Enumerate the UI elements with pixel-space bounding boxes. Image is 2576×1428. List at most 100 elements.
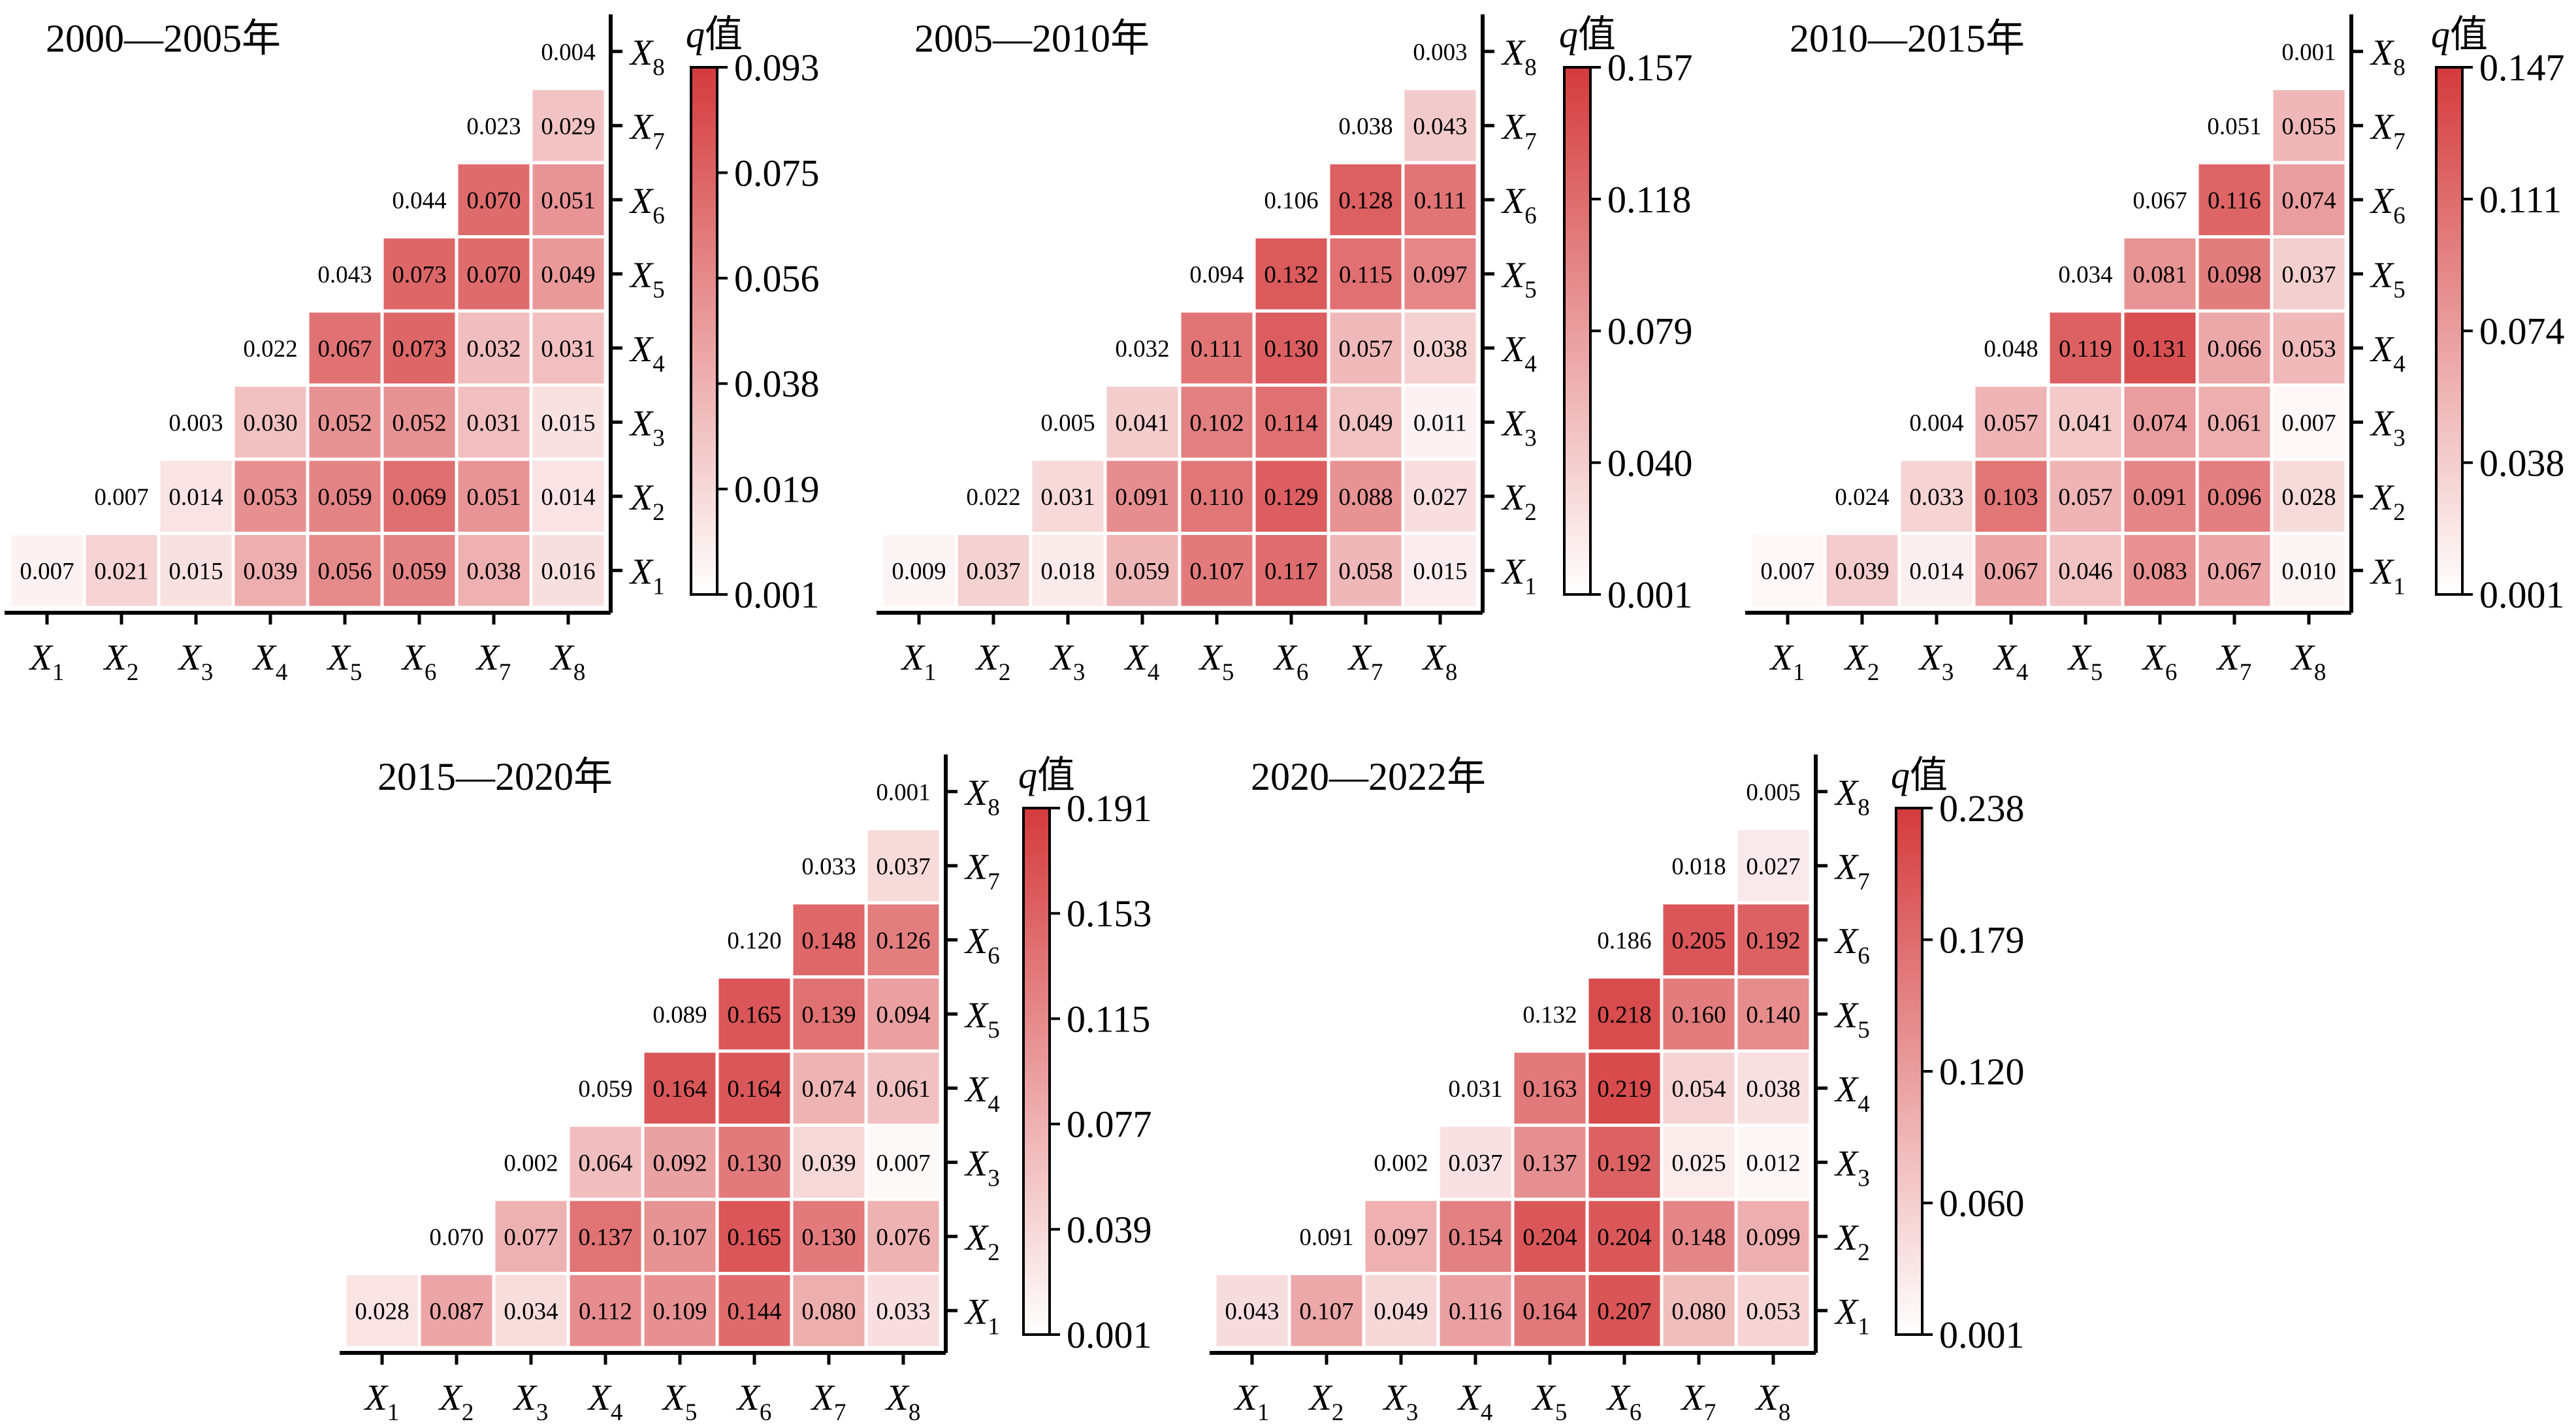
cell-value-label: 0.074: [2133, 410, 2187, 436]
cell-value-label: 0.056: [317, 558, 372, 585]
heatmap-cell: [2195, 383, 2274, 461]
y-tick-label: X6: [1834, 921, 1870, 969]
cell-value-label: 0.031: [541, 336, 595, 363]
colorbar-tick-label: 0.093: [734, 46, 820, 89]
cell-value-label: 0.032: [466, 336, 521, 363]
cell-value-label: 0.130: [1264, 336, 1318, 363]
cell-value-label: 0.116: [2208, 187, 2261, 214]
colorbar-tick-label: 0.179: [1939, 919, 2025, 962]
heatmap-cell: [1178, 383, 1256, 461]
heatmap-cell: [641, 1049, 719, 1127]
y-tick-label: X6: [2370, 181, 2406, 229]
y-tick-label: X1: [1834, 1291, 1870, 1340]
x-tick-label: X1: [29, 638, 65, 686]
y-tick-label: X2: [2370, 478, 2406, 526]
cell-value-label: 0.081: [2133, 261, 2187, 288]
cell-value-label: 0.117: [1264, 558, 1318, 585]
panel-title: 2015—2020年: [378, 755, 613, 798]
cell-value-label: 0.154: [1448, 1224, 1502, 1251]
cell-value-label: 0.120: [727, 928, 781, 954]
colorbar-title: q值: [686, 13, 743, 56]
heatmap-cell: [1897, 532, 1976, 609]
heatmap-cell: [306, 457, 384, 535]
heatmap-cell: [231, 383, 310, 461]
cell-value-label: 0.164: [1522, 1298, 1577, 1325]
cell-value-label: 0.053: [243, 484, 297, 511]
cell-value-label: 0.192: [1746, 928, 1800, 954]
cell-value-label: 0.067: [1984, 558, 2038, 585]
x-tick-label: X3: [1050, 638, 1086, 686]
cell-value-label: 0.094: [1189, 261, 1244, 288]
cell-value-label: 0.144: [727, 1298, 781, 1325]
x-tick-label: X4: [252, 638, 288, 686]
heatmap-cell: [2195, 532, 2274, 609]
y-tick-label: X4: [2370, 329, 2406, 378]
cell-value-label: 0.114: [1264, 410, 1318, 436]
cell-value-label: 0.107: [1189, 558, 1244, 585]
colorbar: [1895, 807, 1924, 1336]
heatmap-cell: [529, 457, 607, 535]
colorbar-tick-label: 0.038: [2479, 442, 2565, 484]
y-tick-label: X7: [1834, 847, 1870, 895]
x-tick-label: X7: [2216, 638, 2252, 686]
y-tick-label: X2: [629, 478, 665, 526]
cell-value-label: 0.088: [1338, 484, 1393, 511]
panel-title: 2005—2010年: [914, 17, 1150, 60]
heatmap-cell: [715, 975, 794, 1053]
heatmap-cell: [529, 309, 607, 387]
heatmap-cell: [1734, 975, 1812, 1053]
heatmap-cell: [1436, 1124, 1515, 1201]
cell-value-label: 0.192: [1597, 1150, 1651, 1176]
cell-value-label: 0.002: [504, 1150, 558, 1176]
x-tick-label: X2: [103, 638, 139, 686]
cell-value-label: 0.037: [966, 558, 1020, 585]
cell-value-label: 0.048: [1984, 336, 2038, 363]
cell-value-label: 0.014: [541, 484, 595, 511]
cell-value-label: 0.128: [1338, 187, 1393, 214]
cell-value-label: 0.103: [1984, 484, 2038, 511]
cell-value-label: 0.022: [966, 484, 1020, 511]
cell-value-label: 0.039: [1835, 558, 1889, 585]
heatmap-cell: [1660, 1049, 1738, 1127]
cell-value-label: 0.074: [2281, 187, 2336, 214]
heatmap-cell: [864, 901, 942, 979]
cell-value-label: 0.014: [1909, 558, 1963, 585]
cell-value-label: 0.051: [541, 187, 595, 214]
heatmap-cell: [2270, 309, 2348, 387]
cell-value-label: 0.083: [2133, 558, 2187, 585]
heatmap-cell: [492, 1197, 570, 1275]
colorbar-tick-label: 0.120: [1939, 1050, 2025, 1093]
x-tick-label: X5: [2067, 638, 2103, 686]
cell-value-label: 0.046: [2058, 558, 2112, 585]
cell-value-label: 0.038: [466, 558, 521, 585]
y-tick-label: X2: [964, 1218, 1000, 1266]
cell-value-label: 0.022: [243, 336, 297, 363]
cell-value-label: 0.069: [392, 484, 446, 511]
cell-value-label: 0.034: [2058, 261, 2112, 288]
cell-value-label: 0.033: [1909, 484, 1963, 511]
cell-value-label: 0.091: [1299, 1224, 1353, 1251]
cell-value-label: 0.076: [876, 1224, 930, 1251]
heatmap-cell: [380, 383, 459, 461]
heatmap-cell: [1585, 1049, 1664, 1127]
y-tick-label: X8: [2370, 33, 2406, 81]
x-tick-label: X1: [1769, 638, 1805, 686]
cell-value-label: 0.165: [727, 1224, 781, 1251]
cell-value-label: 0.005: [1746, 779, 1800, 806]
heatmap-cell: [455, 235, 533, 313]
heatmap-cell: [306, 309, 384, 387]
x-tick-label: X2: [1844, 638, 1880, 686]
cell-value-label: 0.023: [466, 113, 521, 140]
colorbar-tick-label: 0.111: [2479, 178, 2562, 221]
cell-value-label: 0.164: [727, 1076, 781, 1103]
heatmap-cell: [1660, 1272, 1738, 1350]
cell-value-label: 0.055: [2281, 113, 2336, 140]
heatmap-cell: [1585, 1272, 1664, 1350]
cell-value-label: 0.058: [1338, 558, 1393, 585]
cell-value-label: 0.038: [1746, 1076, 1800, 1103]
y-tick-label: X3: [1501, 403, 1537, 451]
heatmap-cell: [380, 235, 459, 313]
cell-value-label: 0.077: [504, 1224, 558, 1251]
x-tick-label: X1: [901, 638, 937, 686]
